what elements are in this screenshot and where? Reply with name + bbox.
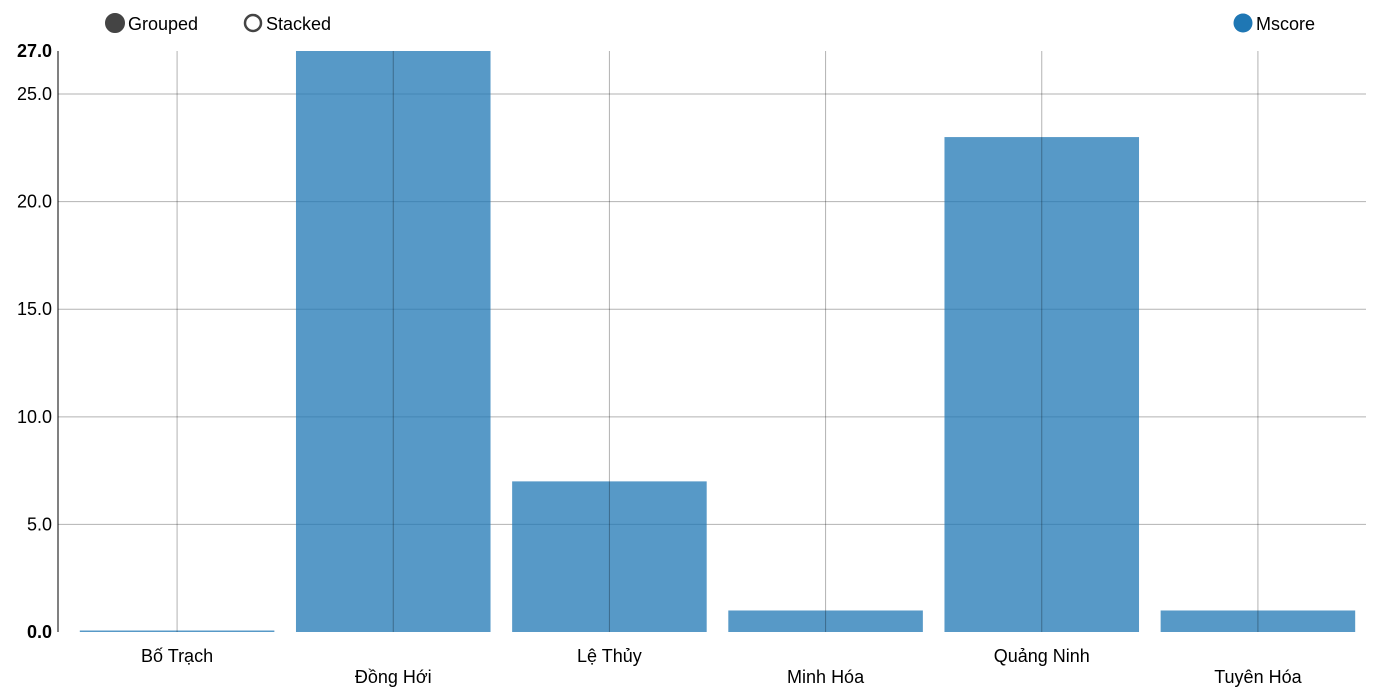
y-axis-ticks: 0.0 5.0 10.0 15.0 20.0 25.0 27.0 [17,41,52,642]
x-tick-label: Bố Trạch [141,646,213,666]
bars [79,51,1356,633]
bar[interactable] [79,630,275,633]
x-tick-label: Minh Hóa [787,667,865,687]
grouped-toggle[interactable]: Grouped [105,13,198,34]
y-tick-label: 10.0 [17,407,52,427]
y-tick-label: 0.0 [27,622,52,642]
x-tick-label: Tuyên Hóa [1214,667,1302,687]
legend-series-swatch[interactable] [1233,13,1253,33]
grouped-label[interactable]: Grouped [128,14,198,34]
legend[interactable]: Mscore [1233,13,1316,35]
grid-overlay [176,51,1259,632]
stacked-label[interactable]: Stacked [266,14,331,34]
legend-series-label[interactable]: Mscore [1256,14,1315,34]
stacked-toggle[interactable]: Stacked [243,13,331,34]
x-tick-label: Lệ Thủy [577,646,642,666]
bar[interactable] [295,51,491,632]
y-tick-label: 5.0 [27,514,52,534]
grouped-radio-icon[interactable] [105,13,125,33]
x-axis-ticks: Bố Trạch Đồng Hới Lệ Thủy Minh Hóa Quảng Nin… [141,646,1303,687]
bar[interactable] [1160,610,1356,632]
y-tick-label: 27.0 [17,41,52,61]
bar[interactable] [512,481,707,632]
grid [58,93,1366,525]
bar[interactable] [944,137,1140,632]
y-tick-label: 25.0 [17,84,52,104]
stacked-radio-icon[interactable] [243,13,263,33]
x-tick-label: Quảng Ninh [994,646,1090,666]
bar[interactable] [728,610,923,632]
y-tick-label: 15.0 [17,299,52,319]
y-tick-label: 20.0 [17,192,52,212]
x-tick-label: Đồng Hới [355,667,432,687]
